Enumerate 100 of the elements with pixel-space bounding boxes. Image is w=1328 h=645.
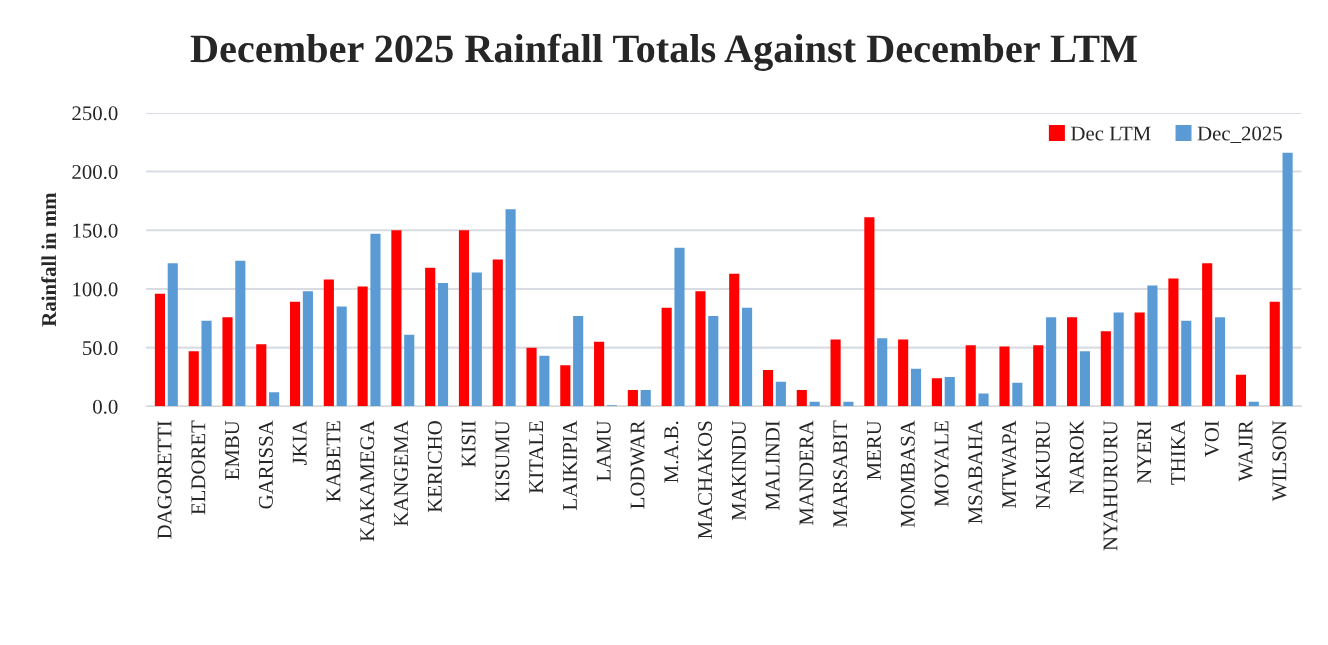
bar (931, 378, 942, 407)
bar (471, 272, 482, 407)
y-tick-label: 200.0 (72, 164, 118, 180)
x-tick-label: JKIA (292, 420, 307, 465)
x-tick-label: MSABAHA (968, 420, 983, 524)
bar (492, 259, 503, 407)
bar (539, 355, 550, 407)
x-tick-label: VOI (1204, 420, 1219, 458)
bar (594, 341, 605, 407)
x-tick-label: NYAHURURU (1103, 420, 1118, 551)
x-tick-label: NAKURU (1035, 420, 1050, 509)
x-tick-label: LODWAR (630, 420, 645, 509)
bar (877, 338, 888, 407)
x-tick-label: KABETE (326, 421, 341, 502)
legend-label: Dec LTM (1071, 126, 1151, 141)
bar (357, 286, 368, 407)
bar (269, 392, 280, 407)
bar (864, 217, 875, 407)
bar (1134, 312, 1145, 407)
bar (1269, 301, 1280, 407)
y-tick-label: 150.0 (73, 223, 118, 238)
x-tick-label: KITALE (529, 421, 543, 494)
x-tick-label: MAKINDU (731, 420, 746, 521)
bar (1100, 331, 1111, 407)
x-tick-label: MACHAKOS (698, 421, 713, 539)
bar (1181, 320, 1192, 407)
x-tick-label: KERICHO (427, 421, 442, 513)
bar (370, 233, 381, 407)
bar (1046, 317, 1057, 407)
bar (796, 389, 807, 407)
y-tick-label: 100.0 (73, 282, 118, 297)
legend-label: Dec_2025 (1197, 126, 1282, 144)
bar (437, 283, 449, 407)
bar (1202, 263, 1213, 407)
bar (425, 267, 436, 407)
bar (729, 273, 740, 407)
bar (1147, 285, 1158, 407)
bar (762, 369, 774, 407)
x-tick-label: WILSON (1272, 420, 1287, 502)
bar (188, 351, 199, 407)
bar (674, 247, 685, 407)
bar (404, 334, 415, 407)
chart-title: December 2025 Rainfall Totals Against December LTM (190, 33, 1137, 71)
x-tick-label: KISII (461, 420, 476, 468)
bar (289, 301, 301, 407)
y-tick-label: 50.0 (83, 341, 118, 356)
bar (1235, 374, 1247, 407)
bar (560, 365, 571, 407)
x-tick-label: WAJIR (1238, 420, 1253, 482)
bar (1079, 351, 1090, 407)
bar (1066, 317, 1078, 407)
bar (167, 263, 178, 407)
x-tick-label: EMBU (225, 420, 240, 480)
bar (391, 230, 402, 407)
bar (978, 393, 989, 407)
bar (1282, 152, 1293, 407)
bar (775, 381, 786, 407)
x-tick-label: GARISSA (258, 420, 273, 509)
y-tick-label: 250.0 (72, 106, 118, 121)
bar (256, 344, 267, 407)
bar (898, 339, 909, 407)
bar (830, 339, 841, 407)
bar (910, 368, 922, 407)
bar (708, 315, 719, 407)
x-tick-label: DAGORETTI (157, 420, 172, 539)
x-tick-label: KAKAMEGA (360, 420, 375, 542)
x-tick-label: NYERI (1137, 420, 1152, 484)
x-tick-label: MARSABIT (833, 420, 848, 528)
bar (640, 389, 651, 407)
bar (965, 345, 976, 407)
x-tick-label: ELDORET (191, 420, 206, 515)
bar (505, 209, 516, 407)
bar (1012, 382, 1023, 407)
bar (526, 347, 537, 407)
bar (222, 317, 233, 407)
bar (336, 306, 347, 407)
x-tick-label: NAROK (1069, 420, 1084, 494)
x-tick-label: MANDERA (799, 420, 814, 525)
x-tick-label: KANGEMA (394, 420, 409, 527)
x-tick-label: KISUMU (495, 420, 510, 502)
bar (235, 260, 246, 407)
bar (154, 293, 165, 407)
x-tick-label: LAIKIPIA (563, 420, 577, 510)
y-axis-title: Rainfall in mm (41, 192, 57, 327)
bar (458, 230, 470, 407)
bar (573, 315, 584, 407)
bar (323, 279, 334, 407)
bar (661, 307, 672, 407)
y-tick-label: 0.0 (93, 399, 118, 414)
x-tick-label: MALINDI (765, 420, 780, 510)
bar (742, 307, 753, 407)
bar (944, 377, 955, 407)
bar (1168, 278, 1179, 407)
bar (302, 291, 313, 407)
bar (1113, 312, 1124, 407)
x-tick-label: THIKA (1171, 420, 1185, 485)
bar (999, 346, 1010, 407)
bar (1214, 317, 1226, 407)
x-tick-label: MERU (867, 420, 881, 480)
bar (1033, 345, 1044, 407)
